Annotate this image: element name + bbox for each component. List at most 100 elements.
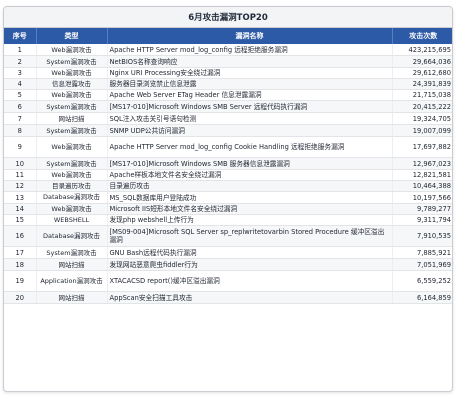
row-type: 目录遍历攻击 (36, 180, 108, 192)
row-count: 20,415,222 (392, 100, 452, 113)
row-type: System漏洞攻击 (36, 100, 108, 113)
row-index: 4 (4, 78, 37, 90)
row-count: 21,715,038 (392, 89, 452, 101)
row-count: 19,324,705 (392, 112, 452, 125)
row-type: 信息泄露攻击 (36, 78, 108, 90)
table-row: 10 System漏洞攻击 [MS17-010]Microsoft Window… (4, 157, 452, 170)
row-count: 12,967,023 (392, 157, 452, 170)
row-index: 6 (4, 100, 37, 113)
table-row: 17 System漏洞攻击 GNU Bash远程代码执行漏洞 7,885,921 (4, 246, 452, 259)
row-count: 12,821,581 (392, 169, 452, 181)
row-type: System漏洞攻击 (36, 246, 108, 259)
row-name: MS_SQL数据库用户登陆成功 (107, 191, 393, 204)
row-type: Database漏洞攻击 (36, 191, 108, 204)
row-type: WEBSHELL (36, 214, 108, 226)
table-header-row: 序号 类型 漏洞名称 攻击次数 (4, 28, 452, 44)
table-row: 9 Web漏洞攻击 Apache HTTP Server mod_log_con… (4, 136, 452, 158)
row-count: 29,664,036 (392, 55, 452, 68)
row-count: 423,215,695 (392, 44, 452, 56)
table-row: 16 Database漏洞攻击 [MS09-004]Microsoft SQL … (4, 225, 452, 247)
table-row: 14 Web漏洞攻击 Microsoft IIS短形本地文件名安全绕过漏洞 9,… (4, 203, 452, 215)
row-name: SNMP UDP公共访问漏洞 (107, 124, 393, 137)
row-name: 发现网站恶意爬虫fiddler行为 (107, 258, 393, 271)
row-name: [MS09-004]Microsoft SQL Server sp_replwr… (107, 225, 393, 247)
row-index: 12 (4, 180, 37, 192)
row-count: 7,910,535 (392, 225, 452, 247)
row-index: 18 (4, 258, 37, 271)
table-row: 18 网站扫描 发现网站恶意爬虫fiddler行为 7,051,969 (4, 258, 452, 271)
row-count: 24,391,839 (392, 78, 452, 90)
table-row: 1 Web漏洞攻击 Apache HTTP Server mod_log_con… (4, 44, 452, 56)
row-type: Web漏洞攻击 (36, 169, 108, 181)
row-type: Web漏洞攻击 (36, 67, 108, 79)
row-type: 网站扫描 (36, 291, 108, 304)
row-index: 17 (4, 246, 37, 259)
row-count: 19,007,099 (392, 124, 452, 137)
row-name: AppScan安全扫描工具攻击 (107, 291, 393, 304)
table-row: 7 网站扫描 SQL注入攻击关引号语句检测 19,324,705 (4, 112, 452, 125)
row-name: GNU Bash远程代码执行漏洞 (107, 246, 393, 259)
row-index: 8 (4, 124, 37, 137)
row-index: 13 (4, 191, 37, 204)
row-index: 3 (4, 67, 37, 79)
row-name: [MS17-010]Microsoft Windows SMB Server 远… (107, 100, 393, 113)
row-index: 16 (4, 225, 37, 247)
row-name: SQL注入攻击关引号语句检测 (107, 112, 393, 125)
row-index: 7 (4, 112, 37, 125)
row-name: 发现php webshell上传行为 (107, 214, 393, 226)
row-index: 15 (4, 214, 37, 226)
row-name: 目录遍历攻击 (107, 180, 393, 192)
row-count: 17,697,882 (392, 136, 452, 158)
row-count: 6,559,252 (392, 270, 452, 292)
table-row: 5 Web漏洞攻击 Apache Web Server ETag Header … (4, 89, 452, 101)
table-title: 6月攻击漏洞TOP20 (4, 7, 452, 28)
column-header-name: 漏洞名称 (107, 28, 393, 44)
row-name: Microsoft IIS短形本地文件名安全绕过漏洞 (107, 203, 393, 215)
row-name: Apache样板本地文件名安全绕过漏洞 (107, 169, 393, 181)
row-name: NetBIOS名称查询响应 (107, 55, 393, 68)
row-count: 29,612,680 (392, 67, 452, 79)
row-type: Web漏洞攻击 (36, 89, 108, 101)
row-name: [MS17-010]Microsoft Windows SMB 服务器信息泄露漏… (107, 157, 393, 170)
row-index: 14 (4, 203, 37, 215)
row-type: 网站扫描 (36, 112, 108, 125)
column-header-index: 序号 (4, 28, 37, 44)
report-table-panel: 6月攻击漏洞TOP20 序号 类型 漏洞名称 攻击次数 1 Web漏洞攻击 Ap… (3, 6, 453, 392)
row-name: Apache HTTP Server mod_log_config Cookie… (107, 136, 393, 158)
table-row: 4 信息泄露攻击 服务器目录浏览禁止信息泄露 24,391,839 (4, 78, 452, 90)
table-row: 11 Web漏洞攻击 Apache样板本地文件名安全绕过漏洞 12,821,58… (4, 169, 452, 181)
table-row: 12 目录遍历攻击 目录遍历攻击 10,464,388 (4, 180, 452, 192)
row-count: 9,789,277 (392, 203, 452, 215)
row-name: XTACACSD report()缓冲区溢出漏洞 (107, 270, 393, 292)
row-type: Web漏洞攻击 (36, 203, 108, 215)
column-header-count: 攻击次数 (392, 28, 452, 44)
row-index: 11 (4, 169, 37, 181)
row-index: 2 (4, 55, 37, 68)
row-type: 网站扫描 (36, 258, 108, 271)
row-name: Apache Web Server ETag Header 信息泄露漏洞 (107, 89, 393, 101)
row-index: 19 (4, 270, 37, 292)
table-row: 3 Web漏洞攻击 Nginx URI Processing安全绕过漏洞 29,… (4, 67, 452, 79)
table-row: 15 WEBSHELL 发现php webshell上传行为 9,311,794 (4, 214, 452, 226)
row-type: Database漏洞攻击 (36, 225, 108, 247)
row-count: 7,051,969 (392, 258, 452, 271)
row-count: 10,464,388 (392, 180, 452, 192)
row-name: Nginx URI Processing安全绕过漏洞 (107, 67, 393, 79)
row-count: 6,164,859 (392, 291, 452, 304)
row-type: System漏洞攻击 (36, 55, 108, 68)
row-type: System漏洞攻击 (36, 124, 108, 137)
row-type: Web漏洞攻击 (36, 44, 108, 56)
row-name: 服务器目录浏览禁止信息泄露 (107, 78, 393, 90)
row-count: 9,311,794 (392, 214, 452, 226)
row-name: Apache HTTP Server mod_log_config 远程拒绝服务… (107, 44, 393, 56)
row-index: 5 (4, 89, 37, 101)
table-row: 20 网站扫描 AppScan安全扫描工具攻击 6,164,859 (4, 291, 452, 304)
table-row: 2 System漏洞攻击 NetBIOS名称查询响应 29,664,036 (4, 55, 452, 68)
vulnerability-table: 序号 类型 漏洞名称 攻击次数 1 Web漏洞攻击 Apache HTTP Se… (4, 28, 452, 304)
row-type: Application漏洞攻击 (36, 270, 108, 292)
table-row: 13 Database漏洞攻击 MS_SQL数据库用户登陆成功 10,197,5… (4, 191, 452, 204)
table-row: 8 System漏洞攻击 SNMP UDP公共访问漏洞 19,007,099 (4, 124, 452, 137)
row-index: 10 (4, 157, 37, 170)
row-type: Web漏洞攻击 (36, 136, 108, 158)
row-index: 9 (4, 136, 37, 158)
